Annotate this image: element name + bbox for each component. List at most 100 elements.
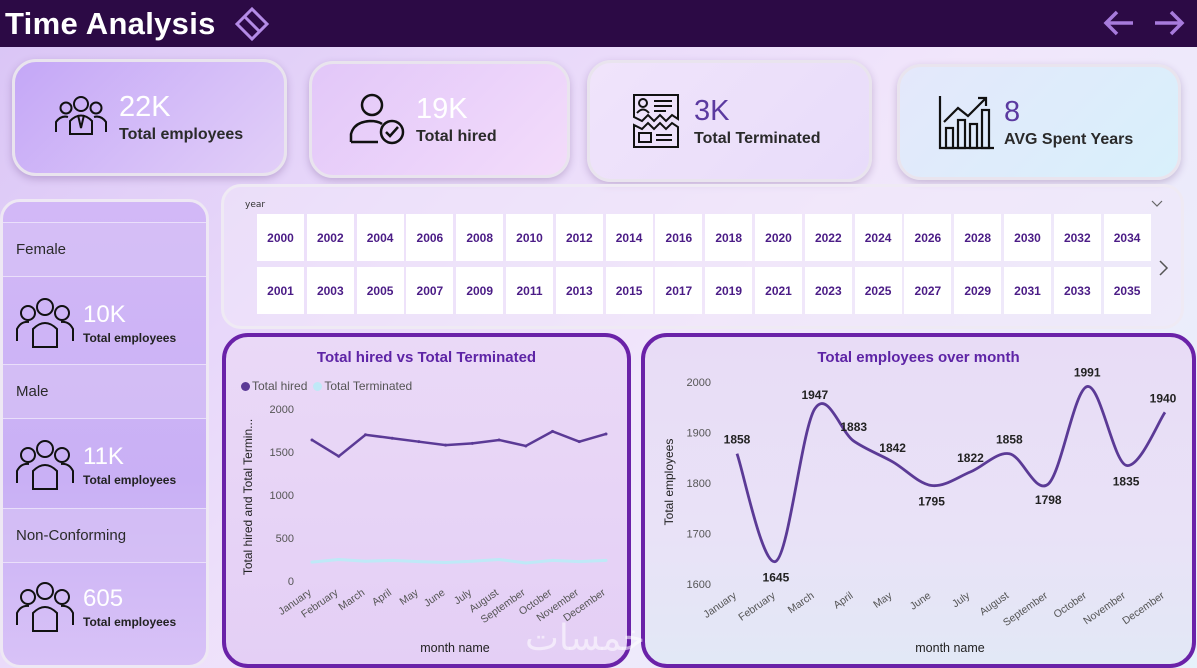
year-option-2027[interactable]: 2027: [904, 267, 952, 314]
data-point: [524, 561, 528, 565]
people-group-icon: [16, 440, 74, 490]
year-option-2007[interactable]: 2007: [406, 267, 454, 314]
data-point: [310, 438, 314, 442]
y-tick-label: 0: [288, 576, 294, 588]
year-option-2011[interactable]: 2011: [506, 267, 553, 314]
legend-marker-hired: [241, 381, 250, 391]
legend-item-terminated[interactable]: Total Terminated: [313, 379, 412, 393]
chevron-right-icon[interactable]: [1157, 260, 1169, 276]
data-label: 1858: [996, 433, 1023, 447]
x-axis-label: month name: [915, 641, 985, 655]
watermark-text: خمسات: [525, 618, 646, 659]
year-option-2001[interactable]: 2001: [257, 267, 304, 314]
year-option-2006[interactable]: 2006: [406, 214, 454, 261]
x-tick-label: May: [397, 586, 421, 608]
year-option-2023[interactable]: 2023: [804, 267, 852, 314]
diamond-eraser-icon: [234, 6, 269, 41]
data-point: [417, 440, 421, 444]
data-label: 1858: [724, 433, 751, 447]
data-point: [390, 436, 394, 440]
year-option-2002[interactable]: 2002: [306, 214, 354, 261]
data-point: [577, 560, 581, 564]
year-option-2018[interactable]: 2018: [705, 214, 753, 261]
year-option-2013[interactable]: 2013: [555, 267, 603, 314]
chevron-down-icon[interactable]: [1151, 199, 1163, 209]
y-axis-label: Total employees: [662, 439, 676, 526]
gender-value: 605: [83, 585, 124, 612]
x-tick-label: April: [831, 590, 855, 612]
data-point: [310, 560, 314, 564]
year-option-2009[interactable]: 2009: [456, 267, 504, 314]
legend-item-hired[interactable]: Total hired: [241, 379, 307, 393]
y-tick-label: 1500: [270, 447, 294, 459]
legend-label: Total Terminated: [324, 379, 413, 393]
year-option-2024[interactable]: 2024: [854, 214, 902, 261]
kpi-label: Total hired: [416, 128, 497, 145]
data-point: [524, 444, 528, 448]
year-option-2003[interactable]: 2003: [306, 267, 354, 314]
y-tick-label: 2000: [270, 404, 294, 416]
data-point: [497, 558, 501, 561]
year-option-2019[interactable]: 2019: [705, 267, 753, 314]
gender-card-female: 10K Total employees: [3, 282, 206, 364]
data-label: 1842: [879, 441, 906, 455]
data-point: [470, 441, 474, 445]
gender-value: 10K: [83, 301, 126, 328]
x-tick-label: November: [1081, 589, 1128, 627]
growth-chart-icon: [938, 96, 994, 150]
year-option-2034[interactable]: 2034: [1103, 214, 1151, 261]
x-tick-label: August: [977, 590, 1011, 619]
year-option-2020[interactable]: 2020: [755, 214, 802, 261]
chart-panel-employees-over-month: Total employees over month 1600 1700 1800 1…: [641, 333, 1196, 668]
x-tick-label: December: [1120, 589, 1167, 627]
chart-legend: Total hired Total Terminated: [241, 379, 412, 393]
kpi-card-total-employees: 22K Total employees: [12, 59, 287, 176]
gender-card-male: 11K Total employees: [3, 424, 206, 506]
data-label: 1947: [801, 388, 828, 402]
data-point: [604, 558, 608, 562]
data-point: [444, 561, 448, 565]
year-option-2025[interactable]: 2025: [854, 267, 902, 314]
gender-sublabel: Total employees: [83, 331, 177, 345]
year-option-2029[interactable]: 2029: [954, 267, 1002, 314]
year-option-2031[interactable]: 2031: [1004, 267, 1051, 314]
arrow-left-icon[interactable]: [1101, 6, 1137, 40]
arrow-right-icon[interactable]: [1151, 6, 1187, 40]
legend-marker-terminated: [313, 381, 323, 391]
year-option-2008[interactable]: 2008: [456, 214, 504, 261]
year-option-2035[interactable]: 2035: [1103, 267, 1151, 314]
year-option-2016[interactable]: 2016: [655, 214, 703, 261]
x-tick-label: June: [422, 587, 448, 610]
chart-panel-hired-vs-terminated: Total hired vs Total Terminated Total hi…: [222, 333, 631, 668]
gender-label-male: Male: [3, 364, 206, 419]
year-option-2015[interactable]: 2015: [605, 267, 653, 314]
year-option-2014[interactable]: 2014: [605, 214, 653, 261]
data-point: [470, 559, 474, 563]
year-option-2033[interactable]: 2033: [1053, 267, 1101, 314]
year-option-2010[interactable]: 2010: [506, 214, 553, 261]
year-option-2021[interactable]: 2021: [755, 267, 802, 314]
data-label: 1835: [1113, 474, 1140, 488]
y-tick-label: 500: [276, 533, 294, 545]
gender-label-female: Female: [3, 222, 206, 277]
gender-sublabel: Total employees: [83, 473, 177, 487]
year-option-2005[interactable]: 2005: [356, 267, 404, 314]
year-option-2022[interactable]: 2022: [804, 214, 852, 261]
year-option-2030[interactable]: 2030: [1004, 214, 1051, 261]
x-tick-label: April: [370, 587, 394, 609]
year-option-2012[interactable]: 2012: [555, 214, 603, 261]
kpi-card-avg-spent-years: 8 AVG Spent Years: [897, 64, 1181, 180]
data-label: 1798: [1035, 493, 1062, 507]
chart-title: Total hired vs Total Terminated: [316, 349, 537, 366]
year-option-2026[interactable]: 2026: [904, 214, 952, 261]
data-label: 1940: [1150, 391, 1177, 405]
year-option-2028[interactable]: 2028: [954, 214, 1002, 261]
kpi-value: 22K: [119, 91, 171, 123]
header-bar: Time Analysis: [0, 0, 1197, 47]
year-option-2032[interactable]: 2032: [1053, 214, 1101, 261]
year-option-2000[interactable]: 2000: [257, 214, 304, 261]
year-option-2017[interactable]: 2017: [655, 267, 703, 314]
data-label: 1645: [763, 570, 790, 584]
year-option-2004[interactable]: 2004: [356, 214, 404, 261]
gender-panel: Female 10K Total employees Male 11K Tota…: [0, 199, 209, 668]
